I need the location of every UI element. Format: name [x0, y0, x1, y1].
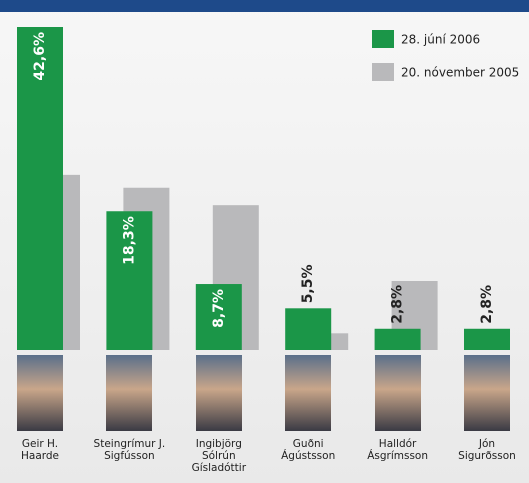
value-label: 2,8% — [479, 285, 495, 324]
legend-label: 28. júní 2006 — [401, 33, 480, 47]
value-label: 42,6% — [32, 32, 48, 81]
x-tick-label: Ingibjörg Sólrún Gísladóttir — [191, 438, 247, 474]
value-label: 2,8% — [390, 285, 406, 324]
x-tick-label: Halldór Ásgrímsson — [367, 438, 428, 462]
bar — [464, 328, 510, 350]
bar — [374, 328, 421, 350]
x-tick-label: Guðni Ágústsson — [281, 438, 336, 462]
portrait — [285, 355, 332, 431]
bar — [106, 211, 153, 350]
legend-swatch — [372, 30, 394, 48]
x-tick-label: Jón Sigurðsson — [458, 438, 516, 462]
legend-swatch — [372, 63, 394, 81]
value-label: 18,3% — [121, 216, 137, 265]
x-tick-label: Geir H. Haarde — [20, 438, 60, 462]
bar — [285, 308, 332, 350]
portrait — [195, 355, 242, 431]
value-label: 5,5% — [300, 264, 316, 303]
portrait — [374, 355, 421, 431]
bar — [195, 284, 242, 350]
portrait — [106, 355, 153, 431]
portrait — [464, 355, 510, 431]
portrait — [17, 355, 63, 431]
x-tick-label: Steingrímur J. Sigfússon — [93, 438, 166, 462]
value-label: 8,7% — [211, 289, 227, 328]
legend-label: 20. nóvember 2005 — [401, 66, 519, 80]
bar — [17, 27, 63, 350]
top-band — [0, 0, 529, 12]
